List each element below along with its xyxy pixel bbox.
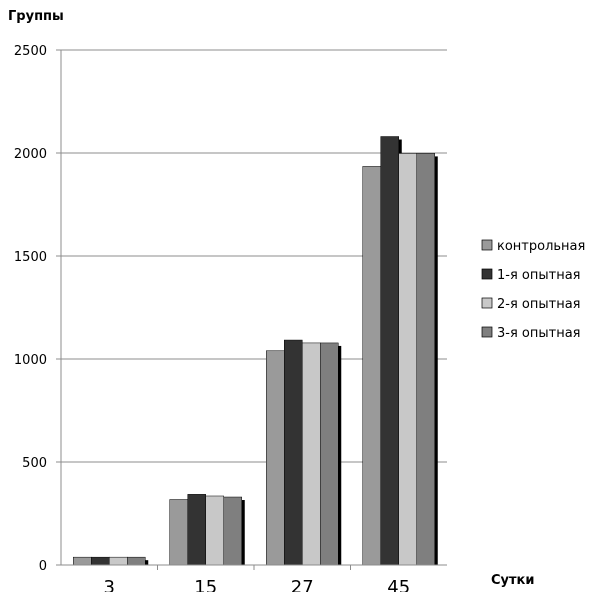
- bar: [266, 351, 284, 565]
- bar: [224, 497, 242, 565]
- x-tick-label: 27: [291, 577, 314, 592]
- x-tick-label: 15: [194, 577, 217, 592]
- x-tick-label: 3: [104, 577, 115, 592]
- legend-swatch: [482, 327, 492, 337]
- y-tick-label: 2500: [14, 44, 47, 59]
- y-tick-label: 0: [39, 559, 47, 574]
- bar: [91, 557, 109, 565]
- bar: [417, 153, 435, 565]
- bar: [399, 153, 417, 565]
- y-tick-label: 500: [22, 456, 47, 471]
- bars: [73, 137, 438, 565]
- legend-swatch: [482, 240, 492, 250]
- bar: [170, 499, 188, 565]
- bar: [302, 343, 320, 565]
- y-tick-label: 1000: [14, 353, 47, 368]
- legend: контрольная 1-я опытная 2-я опытная 3-я опы…: [482, 239, 585, 341]
- bar: [109, 557, 127, 565]
- bar: [188, 494, 206, 565]
- y-axis-title: Группы: [8, 9, 64, 24]
- bar: [284, 340, 302, 565]
- y-tick-labels: 0 500 1000 1500 2000 2500: [14, 44, 47, 574]
- legend-label: контрольная: [497, 239, 585, 254]
- bar: [73, 557, 91, 565]
- legend-swatch: [482, 298, 492, 308]
- bar: [127, 557, 145, 565]
- x-tick-labels: 3 15 27 45: [104, 577, 411, 592]
- bar: [320, 343, 338, 565]
- bar: [381, 137, 399, 565]
- y-tick-label: 1500: [14, 250, 47, 265]
- legend-swatch: [482, 269, 492, 279]
- bar: [363, 166, 381, 565]
- y-tick-label: 2000: [14, 147, 47, 162]
- legend-label: 3-я опытная: [497, 326, 581, 341]
- x-axis-title: Сутки: [491, 573, 534, 588]
- bar: [206, 496, 224, 565]
- x-tick-label: 45: [387, 577, 410, 592]
- legend-label: 1-я опытная: [497, 268, 581, 283]
- legend-label: 2-я опытная: [497, 297, 581, 312]
